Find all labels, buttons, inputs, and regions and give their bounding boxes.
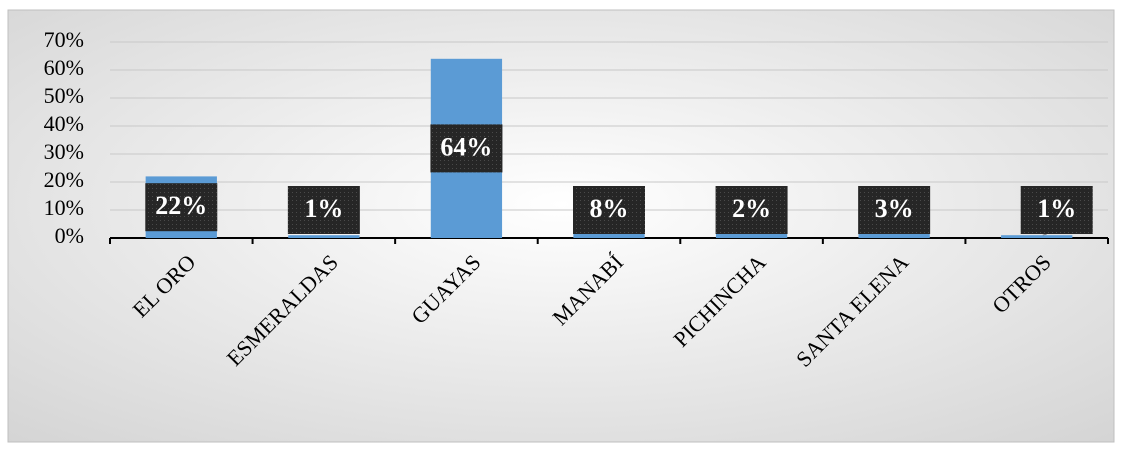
y-tick-label: 50% <box>44 83 84 108</box>
y-tick-label: 60% <box>44 55 84 80</box>
bar <box>288 235 360 238</box>
y-tick-label: 10% <box>44 195 84 220</box>
bar <box>1001 235 1073 238</box>
y-tick-label: 0% <box>55 223 84 248</box>
data-label-box <box>858 186 931 234</box>
y-tick-label: 30% <box>44 139 84 164</box>
bar <box>715 232 788 238</box>
data-label-box <box>573 186 645 234</box>
data-label-box <box>287 186 360 234</box>
data-label: 22% <box>155 191 207 220</box>
data-label: 8% <box>590 194 629 223</box>
y-tick-label: 40% <box>44 111 84 136</box>
data-label: 1% <box>304 194 343 223</box>
y-tick-label: 70% <box>44 27 84 52</box>
data-label-box <box>145 183 218 232</box>
data-label-box <box>715 186 788 234</box>
data-label-box <box>430 124 503 173</box>
data-label: 3% <box>875 194 914 223</box>
y-tick-label: 20% <box>44 167 84 192</box>
data-label: 1% <box>1037 194 1076 223</box>
data-label: 64% <box>440 132 492 161</box>
data-label-box <box>1020 186 1093 234</box>
leader-line <box>1042 233 1047 236</box>
data-label: 2% <box>732 194 771 223</box>
